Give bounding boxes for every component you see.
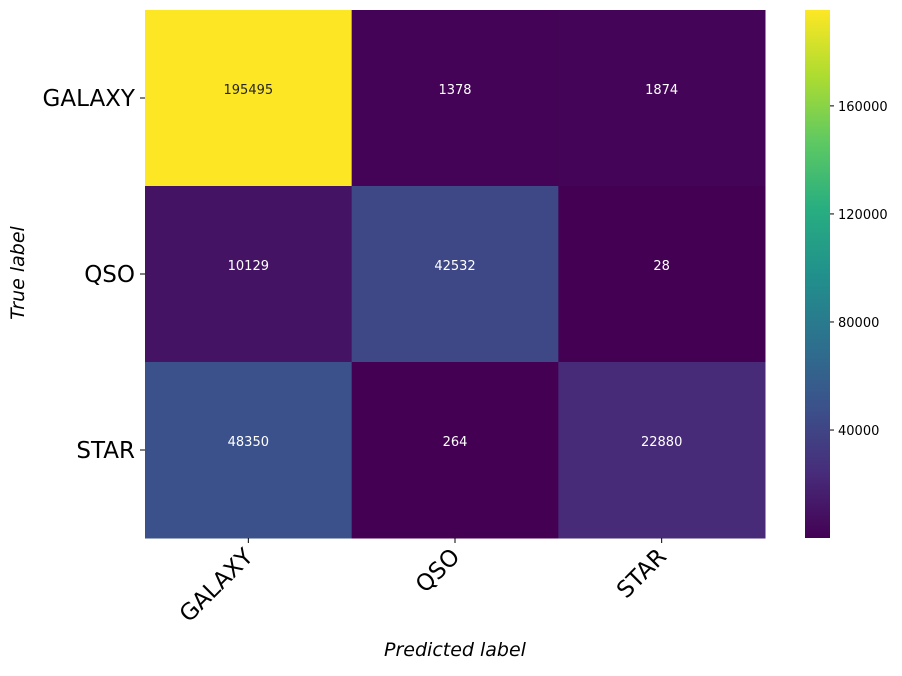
heatmap-cell [145, 186, 353, 363]
cell-value-label: 10129 [228, 259, 269, 274]
x-axis-ticks: GALAXY QSO STAR [175, 538, 672, 628]
heatmap-cell [351, 10, 559, 187]
cell-value-label: 264 [443, 435, 468, 450]
heatmap-cells [145, 10, 766, 539]
x-axis-title: Predicted label [384, 639, 527, 661]
cell-value-label: 1874 [645, 83, 678, 98]
cell-value-label: 195495 [224, 83, 274, 98]
y-axis-title: True label [7, 225, 29, 319]
colorbar-tick-label: 160000 [838, 100, 888, 115]
heatmap-cell [351, 362, 559, 539]
colorbar-tick-label: 120000 [838, 208, 888, 223]
cell-value-label: 42532 [434, 259, 475, 274]
y-tick-label: QSO [84, 262, 135, 288]
heatmap-cell [145, 362, 353, 539]
cell-value-label: 1378 [438, 83, 471, 98]
heatmap-cell [145, 10, 353, 187]
heatmap-cell [558, 362, 766, 539]
heatmap-cell [351, 186, 559, 363]
x-tick-label: STAR [612, 544, 672, 604]
heatmap-cell [558, 186, 766, 363]
y-tick-label: STAR [76, 438, 135, 464]
colorbar: 40000 80000 120000 160000 [805, 10, 888, 538]
colorbar-gradient [805, 10, 830, 538]
colorbar-tick-label: 80000 [838, 316, 879, 331]
colorbar-tick-label: 40000 [838, 424, 879, 439]
heatmap-cell [558, 10, 766, 187]
cell-value-label: 28 [653, 259, 670, 274]
cell-value-label: 22880 [641, 435, 682, 450]
y-tick-label: GALAXY [43, 86, 136, 112]
x-tick-label: GALAXY [175, 543, 259, 627]
y-axis-ticks: GALAXY QSO STAR [43, 86, 145, 464]
heatmap-cell-labels: 195495 1378 1874 10129 42532 28 48350 264 22880 [224, 83, 683, 450]
cell-value-label: 48350 [228, 435, 269, 450]
x-tick-label: QSO [411, 544, 465, 598]
